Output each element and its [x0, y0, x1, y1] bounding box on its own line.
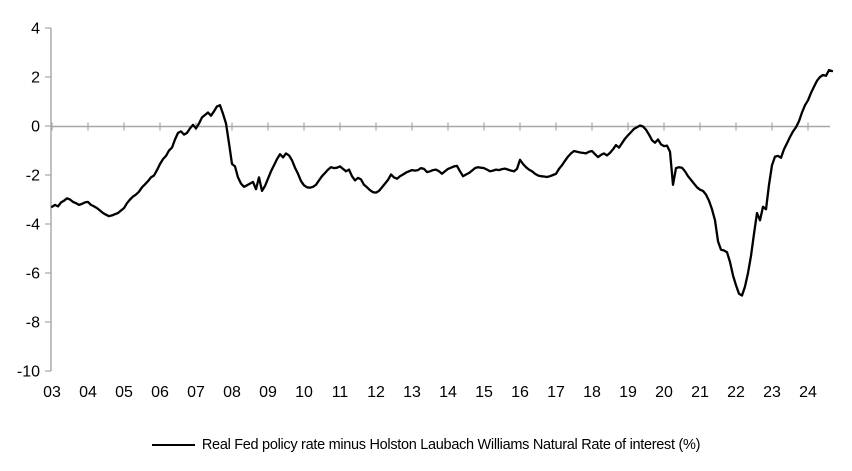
y-axis-tick-label: 4 [31, 21, 40, 38]
y-axis-tick-label: -8 [26, 315, 40, 332]
x-axis-tick-label: 09 [259, 384, 277, 401]
y-axis-tick-label: 0 [31, 119, 40, 136]
x-axis-tick-label: 13 [403, 384, 421, 401]
y-axis-tick-label: -10 [17, 364, 40, 381]
x-axis-tick-label: 20 [655, 384, 673, 401]
legend-line-icon [151, 444, 195, 446]
x-axis-tick-label: 05 [115, 384, 133, 401]
chart-legend: Real Fed policy rate minus Holston Lauba… [0, 433, 852, 457]
chart-canvas: 03 04 05 06 07 08 09 10 11 12 13 14 15 16 17 18 19 20 21 22… [17, 21, 834, 401]
y-axis-tick-label: -2 [26, 168, 40, 185]
x-axis-tick-label: 19 [619, 384, 637, 401]
y-axis-tick-label: -6 [26, 266, 40, 283]
series-line [50, 68, 834, 297]
y-axis-tick-label: 2 [31, 70, 40, 87]
x-axis-tick-label: 07 [187, 384, 205, 401]
x-axis-tick-label: 17 [547, 384, 565, 401]
y-axis-tick-label: -4 [26, 217, 40, 234]
x-axis-tick-label: 11 [332, 384, 349, 401]
x-axis-tick-label: 24 [799, 384, 817, 401]
legend-label: Real Fed policy rate minus Holston Lauba… [201, 437, 701, 453]
x-axis-tick-label: 22 [727, 384, 745, 401]
x-axis-tick-label: 15 [475, 384, 493, 401]
x-axis-tick-label: 16 [511, 384, 529, 401]
x-axis-tick-label: 23 [763, 384, 781, 401]
x-axis-tick-label: 12 [367, 384, 385, 401]
x-axis-tick-label: 18 [583, 384, 601, 401]
x-axis-tick-label: 06 [151, 384, 169, 401]
x-axis-tick-label: 08 [223, 384, 241, 401]
x-axis-tick-label: 21 [691, 384, 709, 401]
x-axis-tick-label: 14 [439, 384, 457, 401]
x-axis-tick-label: 04 [79, 384, 97, 401]
x-axis-tick-label: 03 [43, 384, 61, 401]
x-axis-tick-label: 10 [295, 384, 313, 401]
